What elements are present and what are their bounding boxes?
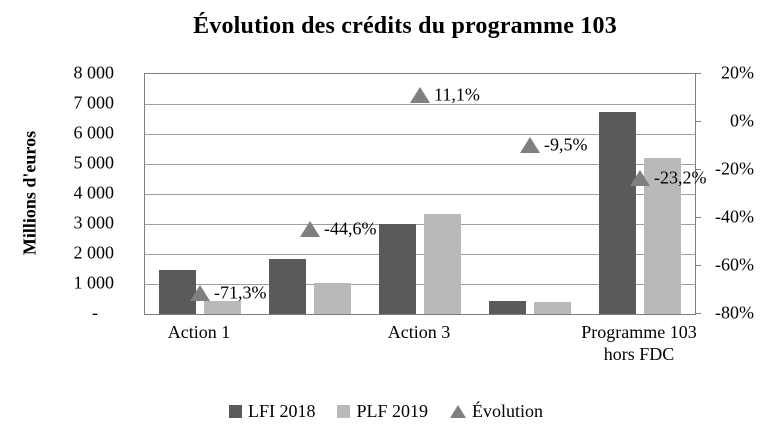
- y-axis-left-tick-label: 2 000: [73, 242, 115, 263]
- y-axis-right-tick-mark: [695, 265, 701, 266]
- bar-plf-2019: [534, 302, 571, 314]
- evolution-triangle-marker: [190, 285, 210, 302]
- y-axis-left-tick-label: 5 000: [73, 152, 115, 173]
- gridline: [145, 164, 695, 165]
- evolution-data-label: -23,2%: [654, 167, 707, 188]
- legend-label: LFI 2018: [247, 401, 316, 421]
- bar-plf-2019: [644, 158, 681, 314]
- legend-item: PLF 2019: [337, 401, 428, 422]
- gridline: [145, 254, 695, 255]
- y-axis-right-tick-label: 20%: [721, 62, 754, 83]
- evolution-triangle-marker: [630, 169, 650, 186]
- bar-lfi-2018: [379, 224, 416, 314]
- y-axis-right-tick-label: -60%: [715, 254, 754, 275]
- y-axis-left-tick-label: 7 000: [73, 92, 115, 113]
- y-axis-left-tick-label: 8 000: [73, 62, 115, 83]
- y-axis-left-tick-label: 4 000: [73, 182, 115, 203]
- evolution-data-label: -9,5%: [544, 134, 588, 155]
- bar-plf-2019: [314, 283, 351, 314]
- evolution-data-label: -44,6%: [324, 218, 377, 239]
- chart-title: Évolution des crédits du programme 103: [193, 13, 617, 39]
- y-axis-right-tick-mark: [695, 73, 701, 74]
- gridline: [145, 134, 695, 135]
- evolution-data-label: -71,3%: [214, 282, 267, 303]
- bar-plf-2019: [424, 213, 461, 314]
- evolution-triangle-marker: [520, 136, 540, 153]
- y-axis-right-tick-label: -40%: [715, 206, 754, 227]
- x-axis-category-label: Programme 103 hors FDC: [581, 322, 697, 364]
- evolution-triangle-marker: [410, 87, 430, 104]
- gridline: [145, 194, 695, 195]
- y-axis-left-tick-label: -: [92, 302, 98, 323]
- bar-plf-2019: [204, 301, 241, 314]
- bar-lfi-2018: [159, 269, 196, 314]
- legend: LFI 2018 PLF 2019 Évolution: [0, 401, 772, 422]
- y-axis-right-tick-label: 0%: [730, 110, 754, 131]
- gridline: [145, 104, 695, 105]
- bar-lfi-2018: [599, 111, 636, 314]
- x-axis-category-label: Action 1: [167, 322, 231, 342]
- legend-label: Évolution: [472, 401, 544, 421]
- gridline: [145, 284, 695, 285]
- y-axis-right-tick-mark: [695, 169, 701, 170]
- legend-label: PLF 2019: [356, 401, 429, 421]
- evolution-triangle-marker: [300, 221, 320, 238]
- legend-item: LFI 2018: [228, 401, 316, 422]
- gridline: [145, 224, 695, 225]
- evolution-data-label: 11,1%: [434, 84, 480, 105]
- y-axis-right-tick-mark: [695, 121, 701, 122]
- y-axis-left-tick-label: 3 000: [73, 212, 115, 233]
- legend-triangle-icon: [450, 405, 467, 418]
- y-axis-right-tick-mark: [695, 313, 701, 314]
- legend-square-icon: [337, 405, 351, 418]
- y-axis-right-tick-label: -20%: [715, 158, 754, 179]
- y-axis-left-tick-label: 6 000: [73, 122, 115, 143]
- plot-area: -71,3% -44,6% 11,1% -9,5% -23,2%: [144, 73, 707, 315]
- y-axis-right-tick-mark: [695, 217, 701, 218]
- x-axis-category-label: Action 3: [387, 322, 451, 342]
- legend-item: Évolution: [450, 401, 543, 422]
- bar-lfi-2018: [489, 300, 526, 314]
- y-axis-right-tick-label: -80%: [715, 302, 754, 323]
- legend-square-icon: [228, 405, 242, 418]
- y-axis-left-tick-label: 1 000: [73, 272, 115, 293]
- bar-lfi-2018: [269, 258, 306, 314]
